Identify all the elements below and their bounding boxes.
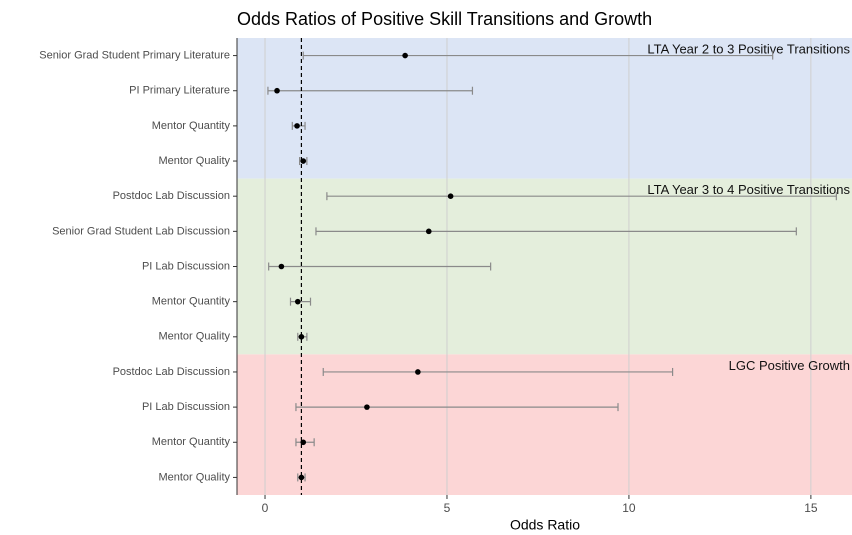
x-tick-label: 10 xyxy=(622,501,636,515)
group-label: LGC Positive Growth xyxy=(729,358,850,373)
y-tick-label: Mentor Quality xyxy=(158,331,230,343)
point xyxy=(447,193,454,199)
x-tick-label: 15 xyxy=(804,501,818,515)
point xyxy=(294,298,301,305)
point xyxy=(294,123,300,129)
point xyxy=(402,52,408,59)
y-tick-label: Mentor Quantity xyxy=(152,436,231,448)
point xyxy=(364,404,370,410)
y-tick-label: Mentor Quantity xyxy=(152,120,231,132)
y-tick-label: Postdoc Lab Discussion xyxy=(113,366,230,378)
y-tick-label: Mentor Quality xyxy=(158,155,230,167)
group-band xyxy=(237,38,852,179)
y-tick-label: PI Lab Discussion xyxy=(142,401,230,413)
y-tick-label: PI Lab Discussion xyxy=(142,260,230,272)
point xyxy=(298,474,305,481)
group-label: LTA Year 2 to 3 Positive Transitions xyxy=(647,41,850,56)
point xyxy=(425,228,432,235)
point xyxy=(415,369,421,375)
y-tick-label: Mentor Quality xyxy=(158,471,230,483)
x-tick-label: 0 xyxy=(262,501,269,515)
y-tick-label: Senior Grad Student Lab Discussion xyxy=(52,225,230,237)
point xyxy=(274,87,280,94)
point xyxy=(278,263,285,270)
group-band xyxy=(237,354,852,495)
y-tick-label: PI Primary Literature xyxy=(129,85,230,97)
x-tick-label: 5 xyxy=(444,501,451,515)
y-tick-label: Mentor Quantity xyxy=(152,296,231,308)
y-tick-label: Senior Grad Student Primary Literature xyxy=(39,49,230,61)
group-label: LTA Year 3 to 4 Positive Transitions xyxy=(647,182,850,197)
y-tick-label: Postdoc Lab Discussion xyxy=(113,190,230,202)
x-axis-label: Odds Ratio xyxy=(510,517,580,533)
chart-title: Odds Ratios of Positive Skill Transition… xyxy=(237,9,652,29)
point xyxy=(298,334,305,340)
